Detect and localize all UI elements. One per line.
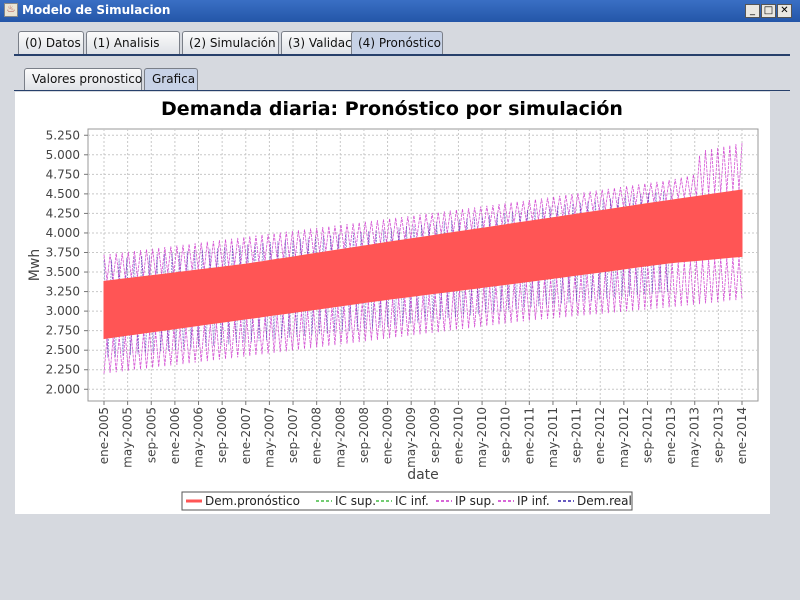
chart-panel: Demanda diaria: Pronóstico por simulació… [15,92,770,514]
x-tick-label: sep-2009 [428,407,442,463]
series-layer [103,143,743,374]
x-tick-label: sep-2005 [144,407,158,463]
x-tick-label: may-2007 [262,407,276,468]
window-titlebar[interactable]: ♨ Modelo de Simulacion _ □ ✕ [0,0,800,22]
y-axis-label: Mwh [27,249,43,281]
tab-datos[interactable]: (0) Datos [18,31,84,54]
y-tick-label: 5.250 [46,128,80,142]
x-tick-label: ene-2007 [239,407,253,464]
legend-label: IC sup. [335,494,376,508]
legend-box [181,491,633,511]
y-tick-label: 4.000 [46,226,80,240]
series-dem-pronostico [103,189,743,340]
y-tick-label: 4.750 [46,167,80,181]
window-title: Modelo de Simulacion [22,3,171,17]
x-axis: ene-2005 may-2005 sep-2005 ene-2006 may-2006… [97,401,749,468]
y-axis: 2.000 2.250 2.500 2.750 3.000 3.250 3.500 3.750… [46,128,88,396]
x-tick-label: may-2013 [688,407,702,468]
legend-label: IC inf. [395,494,429,508]
x-tick-label: ene-2014 [735,407,749,464]
x-tick-label: ene-2010 [451,407,465,464]
x-tick-label: sep-2006 [215,407,229,463]
y-tick-label: 2.500 [46,343,80,357]
y-tick-label: 3.500 [46,265,80,279]
maximize-button[interactable]: □ [761,4,776,18]
java-app-icon: ♨ [4,3,18,17]
main-tab-divider [14,54,790,56]
chart-legend: Dem.pronóstico IC sup. IC inf. IP sup. IP in… [181,491,633,511]
legend-label: Dem.real [577,494,632,508]
tab-pronostico[interactable]: (4) Pronóstico [351,31,443,54]
x-tick-label: sep-2007 [286,407,300,463]
x-tick-label: ene-2012 [593,407,607,464]
chart-title: Demanda diaria: Pronóstico por simulació… [161,98,623,120]
minimize-button[interactable]: _ [745,4,760,18]
x-tick-label: ene-2008 [310,407,324,464]
x-tick-label: may-2009 [404,407,418,468]
y-tick-label: 2.250 [46,363,80,377]
y-tick-label: 3.750 [46,245,80,259]
tab-simulacion[interactable]: (2) Simulación [182,31,279,54]
x-tick-label: sep-2011 [570,407,584,463]
x-tick-label: may-2006 [192,407,206,468]
y-tick-label: 4.250 [46,206,80,220]
tab-valores-pronostico[interactable]: Valores pronostico [24,68,142,90]
x-tick-label: ene-2009 [381,407,395,464]
x-tick-label: may-2011 [546,407,560,468]
x-axis-label: date [407,467,439,483]
sub-tab-divider [14,90,790,91]
x-tick-label: may-2010 [475,407,489,468]
x-tick-label: ene-2006 [168,407,182,464]
y-tick-label: 3.250 [46,285,80,299]
tab-grafica[interactable]: Grafica [144,68,198,90]
y-tick-label: 5.000 [46,148,80,162]
x-tick-label: ene-2005 [97,407,111,464]
legend-label: IP inf. [517,494,550,508]
x-tick-label: sep-2008 [357,407,371,463]
y-tick-label: 3.000 [46,304,80,318]
x-tick-label: may-2012 [617,407,631,468]
legend-label: IP sup. [455,494,495,508]
forecast-chart: Demanda diaria: Pronóstico por simulació… [27,98,759,511]
x-tick-label: may-2008 [333,407,347,468]
y-tick-label: 4.500 [46,187,80,201]
y-tick-label: 2.000 [46,382,80,396]
x-tick-label: ene-2013 [664,407,678,464]
x-tick-label: sep-2010 [499,407,513,463]
x-tick-label: sep-2013 [711,407,725,463]
tab-analisis[interactable]: (1) Analisis [86,31,180,54]
y-tick-label: 2.750 [46,324,80,338]
x-tick-label: sep-2012 [640,407,654,463]
close-button[interactable]: ✕ [777,4,792,18]
legend-label: Dem.pronóstico [205,494,300,508]
x-tick-label: may-2005 [121,407,135,468]
tab-validacion[interactable]: (3) Validación [281,31,371,54]
x-tick-label: ene-2011 [522,407,536,464]
series-dem-real [103,189,672,358]
